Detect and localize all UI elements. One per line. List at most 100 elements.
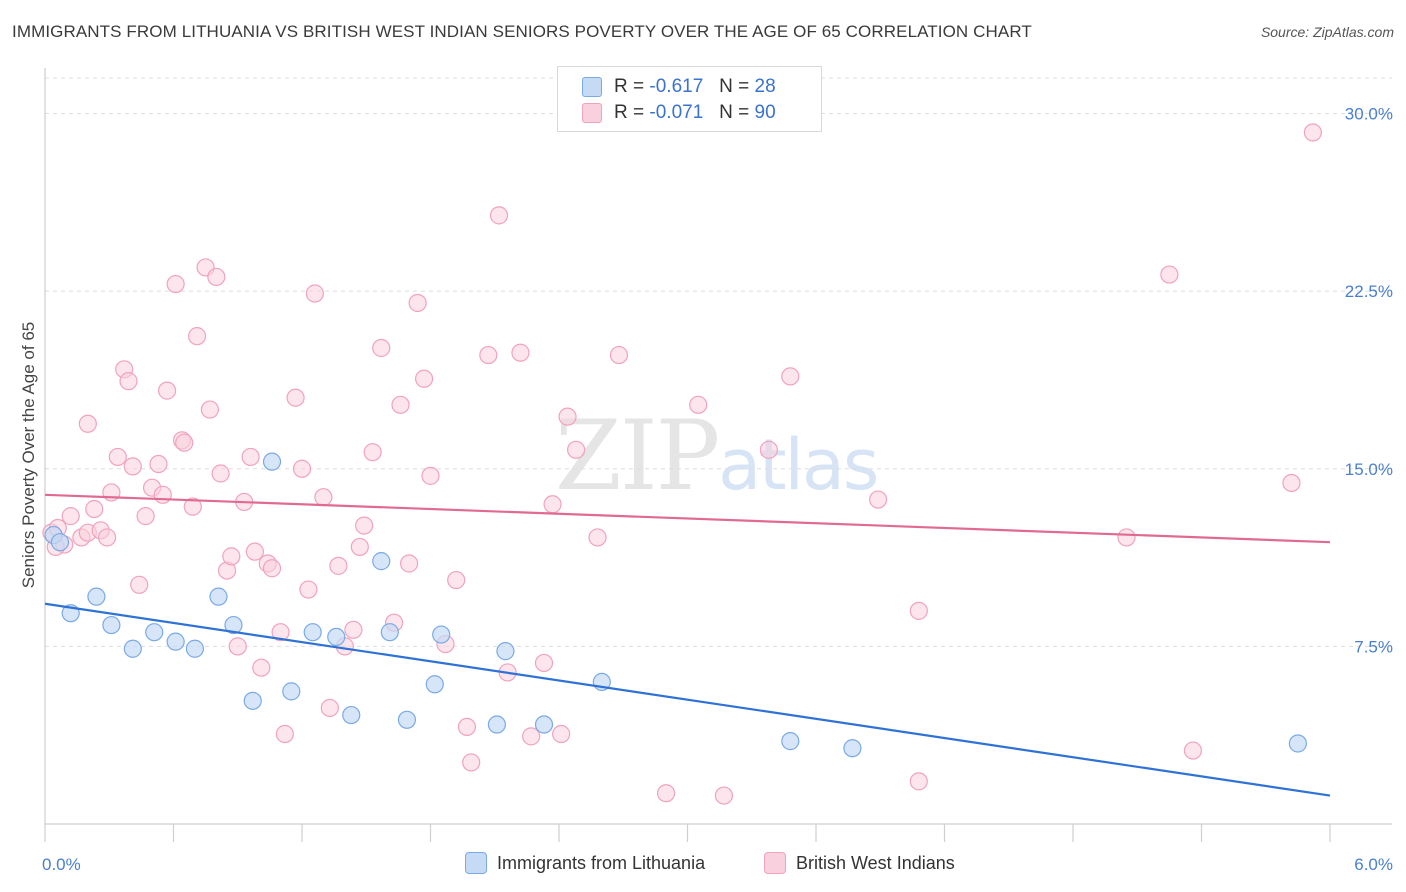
bwi-point: [1282, 473, 1301, 493]
tick-labels: 7.5% 15.0% 22.5% 30.0% 0.0% 6.0%: [42, 105, 1393, 874]
bwi-point: [157, 381, 177, 400]
bwi-point: [211, 464, 230, 483]
bwi-point: [408, 293, 427, 313]
bwi-point: [292, 459, 312, 478]
bwi-point: [489, 206, 509, 225]
bwi-point: [241, 447, 260, 467]
bwi-point: [656, 784, 676, 803]
x-tick-label: 0.0%: [42, 855, 81, 874]
legend-n-value: 28: [754, 76, 776, 97]
legend-row-bwi: R = -0.071 N = 90: [582, 101, 776, 125]
legend-r-value: -0.617: [649, 76, 704, 97]
bwi-point: [252, 658, 271, 677]
y-tick-label: 30.0%: [1345, 105, 1393, 124]
lithuania-point: [425, 675, 444, 694]
bwi-point: [119, 372, 138, 391]
bwi-point: [98, 528, 117, 547]
bwi-point: [462, 753, 481, 772]
bwi-point: [175, 433, 194, 452]
y-tick-label: 22.5%: [1345, 282, 1393, 301]
lithuania-point: [50, 533, 70, 552]
bwi-point: [320, 698, 339, 718]
bwi-point: [534, 653, 554, 673]
bwi-trend-line: [44, 493, 1331, 544]
lithuania-point: [843, 739, 862, 758]
bwi-point: [149, 454, 168, 474]
bwi-point: [479, 345, 498, 365]
bwi-point: [344, 620, 363, 639]
bwi-point: [305, 284, 324, 303]
bwi-point: [286, 388, 305, 407]
lithuania-point: [145, 623, 164, 642]
bwi-point: [869, 490, 888, 509]
bwi-point: [123, 457, 142, 476]
bwi-point: [166, 274, 185, 294]
y-tick-label: 7.5%: [1354, 637, 1393, 656]
bwi-point: [130, 575, 149, 594]
bwi-point: [85, 499, 104, 519]
gridlines: [45, 77, 1392, 647]
lithuania-point: [243, 691, 262, 710]
bwi-point: [350, 537, 369, 557]
legend-label-bwi: British West Indians: [796, 852, 955, 873]
lithuania-points: [44, 452, 1307, 758]
lithuania-point: [185, 639, 205, 658]
bwi-point: [567, 440, 586, 459]
lithuania-point: [282, 682, 301, 701]
bwi-point: [61, 507, 80, 526]
legend-item-bwi[interactable]: British West Indians: [764, 852, 955, 874]
swatch-lithuania: [465, 852, 487, 874]
lithuania-point: [342, 705, 361, 725]
bwi-point: [588, 528, 607, 547]
bwi-point: [1183, 741, 1203, 760]
lithuania-point: [380, 623, 399, 642]
bwi-point: [909, 601, 928, 620]
bwi-point: [262, 559, 282, 578]
legend-item-lithuania[interactable]: Immigrants from Lithuania: [465, 852, 705, 874]
lithuania-point: [432, 625, 451, 644]
legend-swatch-bwi: [582, 103, 602, 123]
bwi-point: [689, 395, 708, 414]
bwi-point: [372, 338, 391, 358]
lithuania-point: [534, 715, 554, 734]
bwi-point: [207, 267, 226, 287]
bwi-point: [391, 395, 410, 414]
bwi-point: [329, 556, 348, 575]
lithuania-point: [262, 452, 282, 471]
bwi-point: [457, 717, 477, 737]
trend-lines: [44, 493, 1331, 797]
bwi-point: [714, 786, 734, 805]
bwi-point: [136, 507, 155, 526]
bwi-point: [153, 485, 172, 504]
lithuania-point: [123, 639, 142, 658]
bwi-point: [609, 345, 629, 365]
legend-swatch-lithuania: [582, 77, 602, 97]
bwi-point: [759, 440, 778, 459]
bwi-point: [552, 724, 571, 744]
bwi-point: [1303, 123, 1322, 142]
y-axis-label: Seniors Poverty Over the Age of 65: [19, 322, 38, 588]
bwi-point: [1160, 265, 1179, 284]
bwi-point: [1117, 528, 1136, 547]
source-label: Source: ZipAtlas.com: [1260, 24, 1394, 40]
legend-label-lithuania: Immigrants from Lithuania: [497, 852, 706, 873]
bwi-point: [78, 414, 97, 433]
bwi-point: [299, 580, 318, 599]
bwi-point: [909, 772, 928, 791]
bwi-point: [187, 327, 207, 346]
bwi-point: [314, 488, 333, 507]
legend-n-label: N =: [719, 76, 750, 97]
y-tick-label: 15.0%: [1345, 460, 1393, 479]
bwi-point: [200, 400, 220, 419]
bwi-point: [271, 623, 290, 642]
lithuania-point: [327, 627, 346, 647]
lithuania-point: [87, 587, 106, 606]
x-tick-label: 6.0%: [1354, 855, 1393, 874]
bwi-point: [399, 554, 419, 573]
legend-n-value: 90: [754, 102, 776, 123]
british-west-indians-points: [42, 123, 1322, 805]
legend-row-lithuania: R = -0.617 N = 28: [582, 75, 776, 99]
bwi-point: [421, 466, 440, 485]
legend-r-label: R =: [614, 102, 645, 123]
lithuania-point: [209, 587, 228, 606]
